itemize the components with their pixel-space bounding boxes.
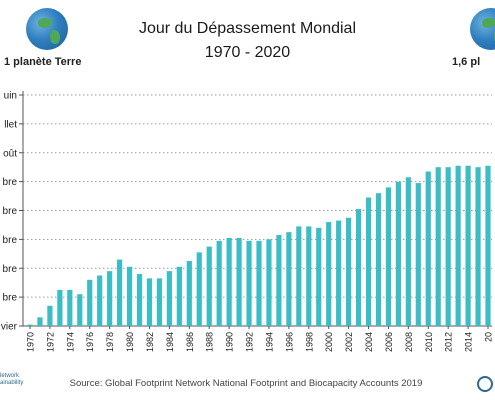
bar	[316, 227, 322, 326]
bar	[286, 232, 292, 326]
y-tick-label: bre	[3, 177, 18, 188]
y-tick-label: bre	[3, 264, 18, 275]
x-tick-label: 2008	[404, 332, 414, 352]
bar	[485, 165, 491, 326]
bar	[276, 235, 282, 326]
bar	[326, 222, 332, 326]
bar	[67, 289, 73, 326]
x-tick-label: 1970	[26, 332, 36, 352]
x-tick-label: 1980	[125, 332, 135, 352]
chart-subtitle: 1970 - 2020	[204, 44, 291, 61]
bar	[27, 324, 33, 326]
bar	[146, 278, 153, 326]
x-tick-label: 1972	[45, 332, 55, 352]
y-tick-label: uin	[4, 91, 17, 102]
x-tick-label: 2006	[384, 332, 394, 352]
x-tick-label: 2000	[324, 332, 334, 352]
bar	[336, 220, 342, 326]
x-tick-label: 1998	[304, 332, 314, 352]
bar	[306, 226, 312, 326]
footprint-globe-logo-icon	[477, 376, 493, 392]
bar	[415, 183, 421, 326]
y-tick-label: bre	[3, 235, 18, 246]
y-tick-label: llet	[4, 119, 17, 130]
gfn-logo: letwork ainability	[0, 373, 23, 387]
y-tick-label: bre	[3, 293, 18, 304]
logo-line2: ainability	[0, 380, 24, 386]
x-tick-label: 1994	[264, 332, 274, 352]
x-tick-label: 1988	[205, 332, 215, 352]
bar	[47, 305, 53, 326]
bar	[296, 226, 302, 326]
bar	[186, 261, 192, 326]
bar	[365, 197, 372, 326]
x-tick-label: 1996	[284, 332, 294, 352]
bar	[136, 274, 143, 326]
bar	[196, 252, 202, 326]
x-tick-label: 1982	[145, 332, 155, 352]
bar	[395, 181, 401, 326]
bar	[475, 167, 481, 326]
bar	[266, 239, 272, 326]
bar	[107, 271, 113, 326]
x-tick-label: 1986	[185, 332, 195, 352]
bar	[246, 240, 252, 326]
y-tick-label: bre	[3, 206, 18, 217]
y-tick-label: oût	[3, 148, 17, 159]
bar	[455, 165, 461, 326]
bar	[435, 167, 441, 326]
chart-title: Jour du Dépassement Mondial	[138, 20, 356, 37]
bar	[425, 171, 431, 326]
bar	[166, 271, 172, 326]
x-tick-label: 2012	[444, 332, 454, 352]
logo-line1: letwork	[0, 373, 20, 379]
x-tick-label: 1976	[85, 332, 95, 352]
x-tick-label: 1992	[245, 332, 255, 352]
bar	[465, 165, 471, 326]
bar	[156, 278, 163, 326]
bar	[97, 275, 103, 326]
left-globe-caption: 1 planète Terre	[4, 56, 82, 68]
bar	[405, 177, 411, 326]
x-tick-label: 2002	[344, 332, 354, 352]
source-note: Source: Global Footprint Network Nationa…	[69, 378, 423, 389]
bar	[206, 246, 212, 326]
bar	[256, 240, 262, 326]
bar	[216, 240, 222, 326]
right-globe-caption: 1,6 pl	[452, 56, 481, 68]
bar	[375, 193, 382, 326]
x-tick-label: 2014	[464, 332, 474, 352]
earth-globe-icon	[26, 8, 68, 50]
bar	[77, 294, 83, 326]
bar	[87, 279, 93, 326]
x-tick-label: 1974	[65, 332, 75, 352]
bar	[126, 266, 133, 326]
y-tick-label: vier	[1, 322, 18, 333]
bar	[37, 317, 43, 326]
bar	[176, 266, 182, 326]
bar	[236, 237, 242, 326]
bar	[57, 289, 63, 326]
x-tick-label: 1984	[165, 332, 175, 352]
bar	[117, 259, 123, 326]
x-tick-label: 1978	[105, 332, 115, 352]
x-tick-label: 20	[484, 332, 494, 342]
bar	[385, 187, 392, 326]
bar	[346, 217, 352, 326]
bar	[445, 167, 451, 326]
x-tick-label: 2004	[364, 332, 374, 352]
bar	[355, 209, 362, 326]
x-tick-label: 1990	[225, 332, 235, 352]
bar	[226, 237, 232, 326]
x-tick-label: 2010	[424, 332, 434, 352]
